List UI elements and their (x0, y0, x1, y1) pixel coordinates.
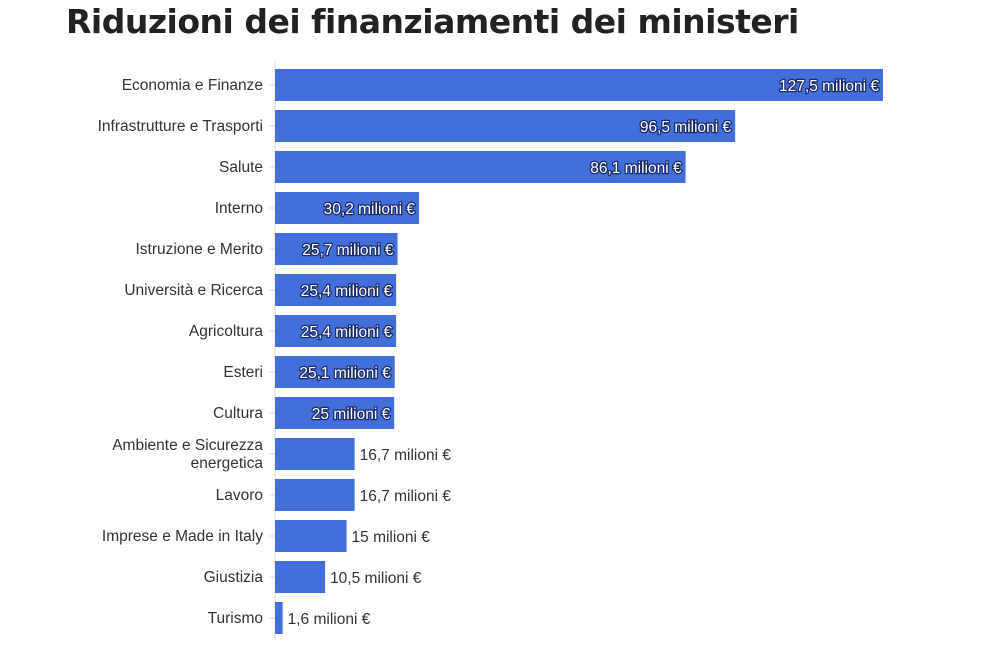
category-label: Salute (219, 159, 263, 176)
category-label: Istruzione e Merito (136, 241, 264, 258)
category-label: Interno (215, 200, 263, 217)
bar (275, 315, 397, 347)
bar (275, 520, 347, 552)
data-label: 25,1 milioni € (299, 365, 391, 382)
data-label: 127,5 milioni € (779, 78, 879, 95)
data-label: 1,6 milioni € (288, 611, 371, 628)
data-label: 15 milioni € (352, 529, 431, 546)
data-label: 25,4 milioni € (301, 283, 393, 300)
category-label: Lavoro (216, 487, 263, 504)
chart-title: Riduzioni dei finanziamenti dei minister… (66, 2, 799, 41)
bar (275, 233, 398, 265)
data-label: 86,1 milioni € (590, 160, 682, 177)
data-label: 16,7 milioni € (360, 447, 452, 464)
bar (275, 69, 883, 101)
category-label: Turismo (208, 610, 263, 627)
category-label: Università e Ricerca (124, 282, 263, 299)
bar (275, 602, 283, 634)
data-label: 25,4 milioni € (301, 324, 393, 341)
category-label: Agricoltura (189, 323, 263, 340)
bar (275, 110, 736, 142)
category-label: Infrastrutture e Trasporti (98, 118, 263, 135)
category-label: Cultura (213, 405, 263, 422)
data-label: 96,5 milioni € (640, 119, 732, 136)
category-label: Ambiente e Sicurezza energetica (112, 437, 263, 472)
data-label: 10,5 milioni € (330, 570, 422, 587)
bar (275, 192, 420, 224)
category-label: Imprese e Made in Italy (102, 528, 263, 545)
bar (275, 356, 395, 388)
data-label: 25 milioni € (312, 406, 391, 423)
category-label: Economia e Finanze (122, 77, 263, 94)
data-label: 30,2 milioni € (324, 201, 416, 218)
bar (275, 151, 686, 183)
bar (275, 561, 326, 593)
bar (275, 438, 355, 470)
category-label: Esteri (223, 364, 263, 381)
data-label: 16,7 milioni € (360, 488, 452, 505)
category-label: Giustizia (204, 569, 264, 586)
bar (275, 397, 395, 429)
bar (275, 479, 355, 511)
bar (275, 274, 397, 306)
data-label: 25,7 milioni € (302, 242, 394, 259)
